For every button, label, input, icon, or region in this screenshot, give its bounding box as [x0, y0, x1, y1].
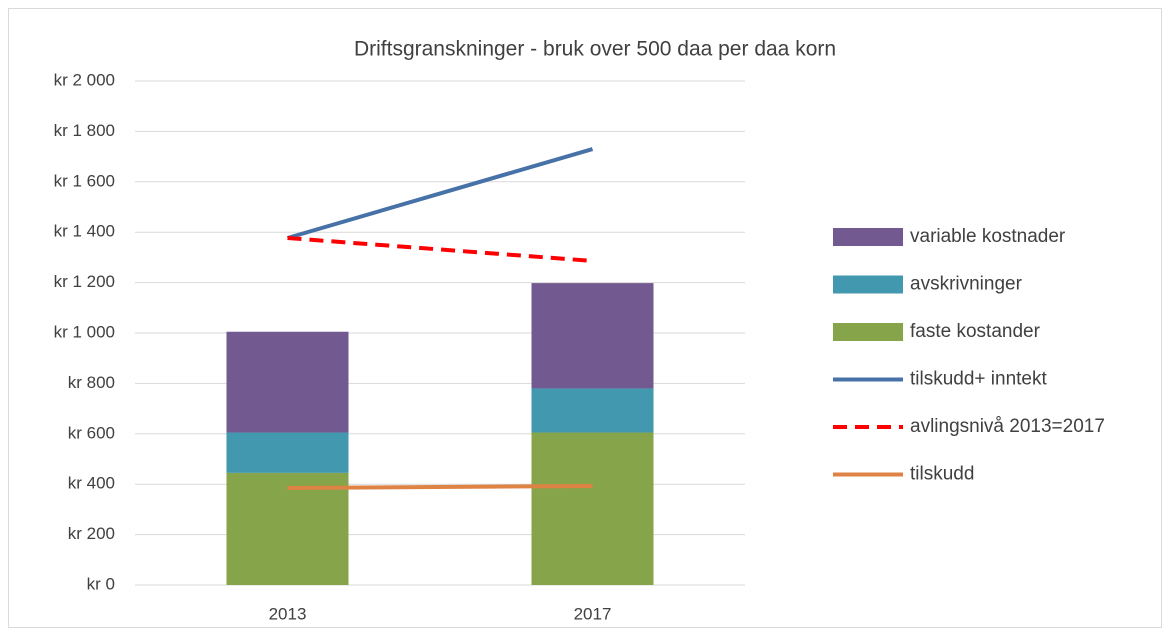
- chart-title: Driftsgranskninger - bruk over 500 daa p…: [354, 38, 836, 61]
- line-series: [286, 147, 594, 240]
- legend-label: tilskudd: [910, 464, 974, 485]
- line-series: [287, 236, 593, 263]
- bar-segment: [226, 472, 349, 585]
- y-tick-label: kr 1 800: [54, 121, 115, 140]
- x-tick-label: 2017: [574, 604, 612, 623]
- legend-swatch: [833, 323, 903, 341]
- line-series: [287, 483, 593, 490]
- legend-label: avskrivninger: [910, 274, 1023, 295]
- legend-label: variable kostnader: [910, 226, 1066, 247]
- y-tick-label: kr 200: [68, 524, 115, 543]
- legend-label: tilskudd+ inntekt: [910, 369, 1047, 390]
- y-tick-label: kr 400: [68, 474, 115, 493]
- bar-segment: [226, 331, 349, 433]
- y-tick-label: kr 600: [68, 423, 115, 442]
- y-tick-label: kr 1 600: [54, 171, 115, 190]
- legend-label: faste kostander: [910, 321, 1041, 342]
- legend-label: avlingsnivå 2013=2017: [910, 416, 1105, 437]
- bar-segment: [226, 432, 349, 473]
- x-tick-label: 2013: [269, 604, 307, 623]
- y-tick-label: kr 1 000: [54, 322, 115, 341]
- y-tick-label: kr 1 200: [54, 272, 115, 291]
- bar-segment: [531, 283, 654, 389]
- legend-swatch: [833, 275, 903, 294]
- y-tick-label: kr 0: [87, 574, 115, 593]
- legend-swatch: [833, 228, 903, 246]
- bar-segment: [531, 432, 654, 585]
- y-tick-label: kr 1 400: [54, 222, 115, 241]
- y-tick-label: kr 800: [68, 373, 115, 392]
- y-tick-label: kr 2 000: [54, 70, 115, 89]
- bar-segment: [531, 388, 654, 433]
